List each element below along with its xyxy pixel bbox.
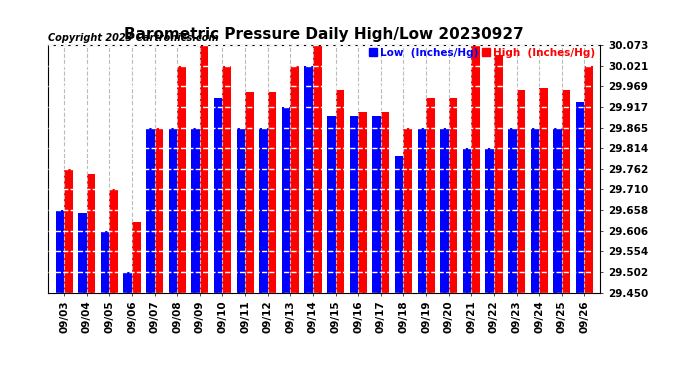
Bar <box>132 222 141 292</box>
Bar <box>237 128 245 292</box>
Bar <box>584 66 593 292</box>
Bar <box>471 45 480 292</box>
Bar <box>350 116 358 292</box>
Bar <box>214 98 222 292</box>
Bar <box>358 112 367 292</box>
Bar <box>177 66 186 292</box>
Bar <box>463 148 471 292</box>
Bar <box>395 156 404 292</box>
Bar <box>494 55 502 292</box>
Bar <box>404 128 412 292</box>
Bar <box>485 148 494 292</box>
Bar <box>87 174 95 292</box>
Legend: Low  (Inches/Hg), High  (Inches/Hg): Low (Inches/Hg), High (Inches/Hg) <box>368 48 595 58</box>
Bar <box>259 128 268 292</box>
Bar <box>124 272 132 292</box>
Bar <box>222 66 231 292</box>
Bar <box>335 90 344 292</box>
Bar <box>55 210 64 292</box>
Bar <box>426 98 435 292</box>
Bar <box>101 231 110 292</box>
Text: Copyright 2023 Cartronics.com: Copyright 2023 Cartronics.com <box>48 33 219 42</box>
Bar <box>576 102 584 292</box>
Bar <box>146 128 155 292</box>
Bar <box>553 128 562 292</box>
Bar <box>440 128 449 292</box>
Bar <box>64 168 72 292</box>
Bar <box>245 92 254 292</box>
Bar <box>168 128 177 292</box>
Bar <box>517 90 525 292</box>
Bar <box>508 128 517 292</box>
Bar <box>200 45 208 292</box>
Bar <box>448 98 457 292</box>
Bar <box>373 116 381 292</box>
Bar <box>531 128 539 292</box>
Title: Barometric Pressure Daily High/Low 20230927: Barometric Pressure Daily High/Low 20230… <box>124 27 524 42</box>
Bar <box>282 107 290 292</box>
Bar <box>290 66 299 292</box>
Bar <box>381 112 389 292</box>
Bar <box>191 128 200 292</box>
Bar <box>562 90 571 292</box>
Bar <box>78 213 87 292</box>
Bar <box>268 92 276 292</box>
Bar <box>539 88 548 292</box>
Bar <box>304 66 313 292</box>
Bar <box>327 116 335 292</box>
Bar <box>313 45 322 292</box>
Bar <box>417 128 426 292</box>
Bar <box>155 128 164 292</box>
Bar <box>110 189 118 292</box>
